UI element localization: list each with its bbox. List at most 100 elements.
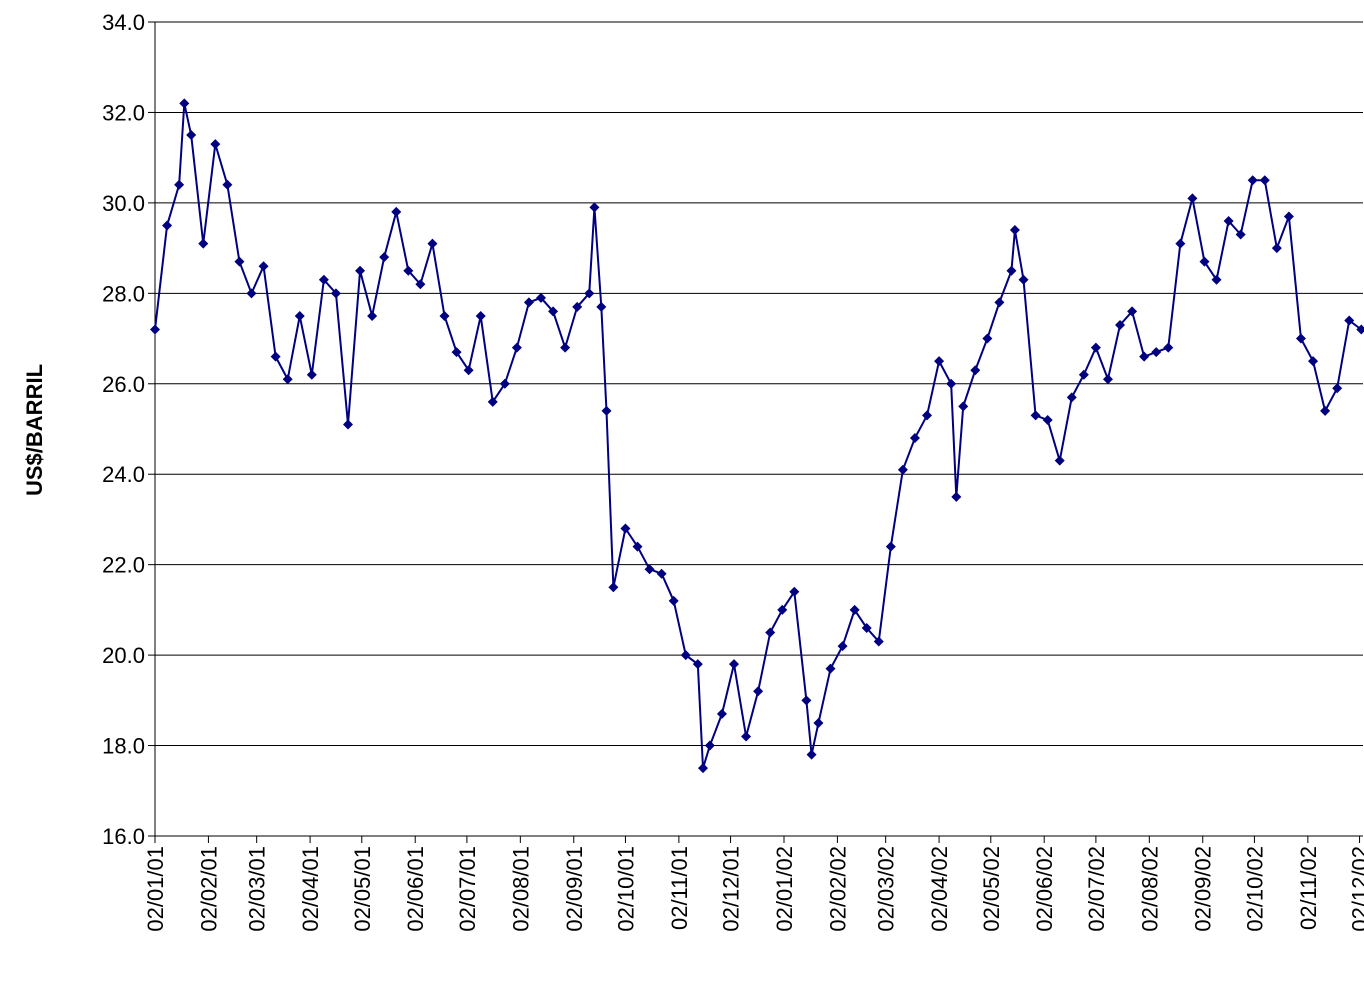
x-tick-label: 02/03/01 bbox=[245, 846, 270, 932]
data-point bbox=[1247, 175, 1258, 186]
data-point bbox=[1344, 315, 1355, 326]
data-point bbox=[825, 663, 836, 674]
data-point bbox=[1054, 455, 1065, 466]
data-point bbox=[584, 288, 595, 299]
data-point bbox=[367, 310, 378, 321]
data-point bbox=[1066, 392, 1077, 403]
data-point bbox=[258, 261, 269, 272]
data-point bbox=[572, 301, 583, 312]
data-point bbox=[536, 292, 547, 303]
x-tick-label: 02/09/02 bbox=[1191, 846, 1216, 932]
data-point bbox=[234, 256, 245, 267]
data-point bbox=[861, 622, 872, 633]
data-point bbox=[1175, 238, 1186, 249]
x-tick-label: 02/04/01 bbox=[298, 846, 323, 932]
data-point bbox=[1030, 410, 1041, 421]
x-tick-label: 02/07/01 bbox=[455, 846, 480, 932]
data-point bbox=[970, 365, 981, 376]
data-point bbox=[330, 288, 341, 299]
data-point bbox=[282, 374, 293, 385]
data-point bbox=[1018, 274, 1029, 285]
data-point bbox=[379, 252, 390, 263]
data-point bbox=[162, 220, 173, 231]
data-point bbox=[391, 206, 402, 217]
data-point bbox=[548, 306, 559, 317]
x-tick-label: 02/05/01 bbox=[350, 846, 375, 932]
data-point bbox=[753, 686, 764, 697]
data-point bbox=[1235, 229, 1246, 240]
y-tick-label: 34.0 bbox=[102, 10, 145, 35]
data-point bbox=[982, 333, 993, 344]
data-point bbox=[246, 288, 257, 299]
data-point bbox=[318, 274, 329, 285]
data-point bbox=[451, 347, 462, 358]
data-point bbox=[1223, 215, 1234, 226]
data-point bbox=[487, 396, 498, 407]
data-point bbox=[1187, 193, 1198, 204]
data-point bbox=[789, 586, 800, 597]
data-point bbox=[270, 351, 281, 362]
data-point bbox=[1042, 414, 1053, 425]
data-point bbox=[1332, 383, 1343, 394]
data-point bbox=[801, 695, 812, 706]
x-tick-label: 02/12/02 bbox=[1348, 846, 1364, 932]
data-point bbox=[777, 604, 788, 615]
y-tick-label: 32.0 bbox=[102, 100, 145, 125]
data-point bbox=[1139, 351, 1150, 362]
x-tick-label: 02/09/01 bbox=[562, 846, 587, 932]
y-tick-label: 28.0 bbox=[102, 281, 145, 306]
data-point bbox=[1127, 306, 1138, 317]
data-point bbox=[934, 356, 945, 367]
data-point bbox=[680, 650, 691, 661]
data-point bbox=[704, 740, 715, 751]
data-point bbox=[885, 541, 896, 552]
data-point bbox=[806, 749, 817, 760]
data-point bbox=[1151, 347, 1162, 358]
data-point bbox=[1199, 256, 1210, 267]
data-point bbox=[343, 419, 354, 430]
data-point bbox=[150, 324, 160, 335]
data-point bbox=[222, 179, 233, 190]
y-axis-label: US$/BARRIL bbox=[22, 364, 47, 496]
data-point bbox=[765, 627, 776, 638]
x-tick-label: 02/12/01 bbox=[719, 846, 744, 932]
data-point bbox=[716, 708, 727, 719]
data-point bbox=[1211, 274, 1222, 285]
data-point bbox=[922, 410, 933, 421]
x-tick-label: 02/06/02 bbox=[1032, 846, 1057, 932]
x-tick-label: 02/02/02 bbox=[825, 846, 850, 932]
data-point bbox=[511, 342, 522, 353]
data-point bbox=[1078, 369, 1089, 380]
data-point bbox=[475, 310, 486, 321]
data-point bbox=[668, 595, 679, 606]
data-point bbox=[174, 179, 185, 190]
data-point bbox=[560, 342, 571, 353]
data-point bbox=[632, 541, 643, 552]
data-point bbox=[463, 365, 474, 376]
data-point bbox=[644, 564, 655, 575]
x-tick-label: 02/10/01 bbox=[613, 846, 638, 932]
data-point bbox=[656, 568, 667, 579]
y-tick-label: 26.0 bbox=[102, 372, 145, 397]
data-point bbox=[951, 491, 962, 502]
data-point bbox=[1271, 243, 1282, 254]
data-point bbox=[1259, 175, 1270, 186]
x-tick-label: 02/07/02 bbox=[1084, 846, 1109, 932]
x-tick-label: 02/02/01 bbox=[196, 846, 221, 932]
data-point bbox=[692, 659, 703, 670]
data-point bbox=[186, 130, 197, 141]
y-tick-label: 20.0 bbox=[102, 643, 145, 668]
data-point bbox=[589, 202, 600, 213]
data-point bbox=[837, 641, 848, 652]
x-tick-label: 02/01/02 bbox=[772, 846, 797, 932]
data-point bbox=[729, 659, 740, 670]
data-point bbox=[620, 523, 631, 534]
y-tick-label: 18.0 bbox=[102, 734, 145, 759]
data-point bbox=[873, 636, 884, 647]
data-point bbox=[697, 763, 708, 774]
data-point bbox=[523, 297, 534, 308]
data-point bbox=[415, 279, 426, 290]
data-point bbox=[1295, 333, 1306, 344]
data-point bbox=[1102, 374, 1113, 385]
